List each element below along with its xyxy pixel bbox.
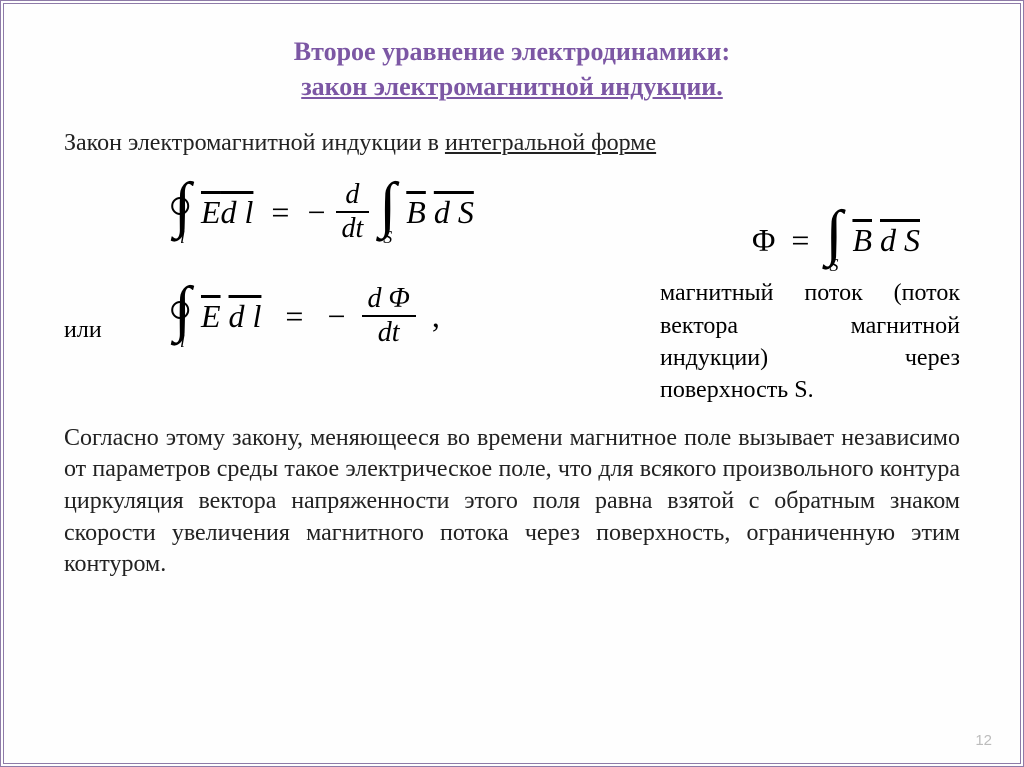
closed-integral-l: ∫ l	[174, 283, 191, 349]
intro-prefix: Закон электромагнитной индукции в	[64, 130, 445, 156]
integral-S: ∫ S	[379, 179, 396, 245]
phi-symbol: Φ	[752, 222, 775, 259]
equation-2: ∫ l E d l = − d Φ dt ,	[154, 277, 440, 349]
flux-definition-text: магнитный поток (поток вектора магнитной…	[660, 277, 960, 407]
title-line-2: закон электромагнитной индукции.	[64, 69, 960, 104]
or-label: или	[64, 277, 154, 344]
vector-B: B	[406, 194, 426, 230]
vector-dl: d l	[221, 194, 254, 230]
minus-sign: −	[327, 298, 351, 335]
comma: ,	[426, 298, 440, 335]
vector-dS: d S	[880, 222, 920, 258]
equation-1: ∫ l Ed l = − d dt ∫ S B d S	[64, 167, 474, 245]
equation-row-2: или ∫ l E d l = − d Φ dt , магнитный пот…	[64, 277, 960, 407]
slide-title: Второе уравнение электродинамики: закон …	[64, 34, 960, 104]
fraction-d-dt: d dt	[336, 179, 370, 245]
fraction-dPhi-dt: d Φ dt	[362, 283, 416, 349]
minus-sign: −	[307, 194, 325, 231]
body-paragraph: Согласно этому закону, меняющееся во вре…	[64, 423, 960, 581]
equals-sign: =	[263, 194, 297, 231]
page-number: 12	[975, 732, 992, 749]
equals-sign: =	[271, 298, 317, 335]
title-line-1: Второе уравнение электродинамики:	[64, 34, 960, 69]
vector-dS: d S	[434, 194, 474, 230]
slide-frame: { "colors": { "border": "#8e7ba8", "titl…	[0, 0, 1024, 767]
vector-E: E	[201, 298, 221, 334]
integral-S: ∫ S	[825, 207, 842, 273]
intro-text: Закон электромагнитной индукции в интегр…	[64, 130, 960, 157]
closed-integral-l: ∫ l	[174, 179, 191, 245]
equation-row-1: ∫ l Ed l = − d dt ∫ S B d S Φ	[64, 167, 960, 273]
intro-underlined: интегральной форме	[445, 130, 656, 156]
vector-dl: d l	[229, 298, 262, 334]
equals-sign: =	[785, 222, 815, 259]
phi-definition-equation: Φ = ∫ S B d S	[752, 167, 960, 273]
vector-B: B	[852, 222, 872, 258]
vector-E: E	[201, 194, 221, 230]
